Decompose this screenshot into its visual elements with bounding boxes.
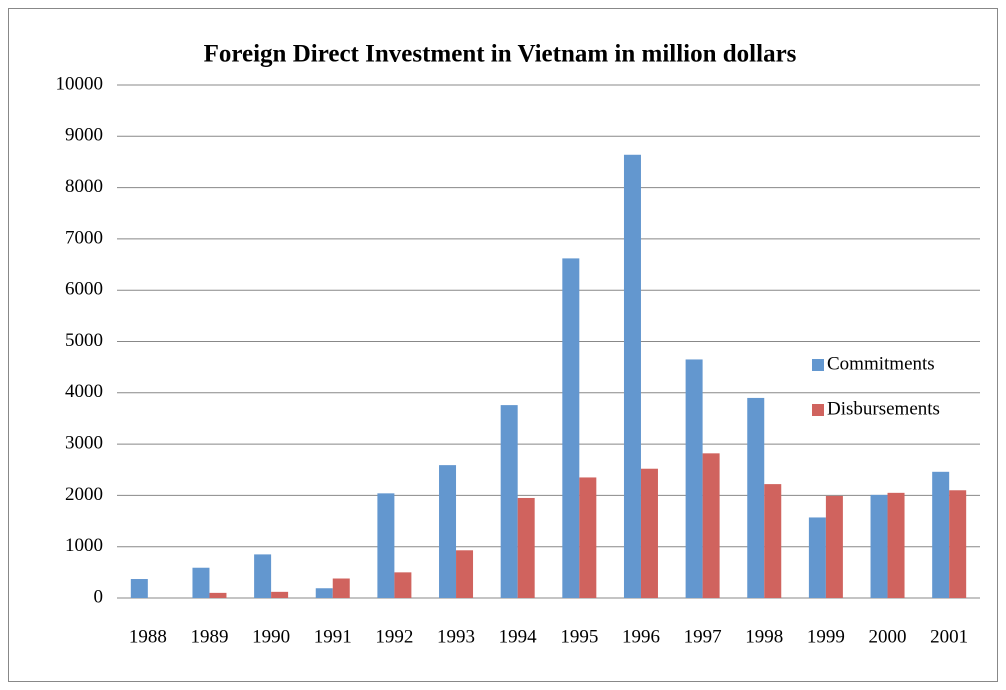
y-tick-label: 0	[94, 586, 104, 607]
y-tick-label: 10000	[56, 73, 104, 94]
bar	[192, 567, 210, 598]
y-tick-label: 7000	[65, 227, 103, 248]
x-tick-label: 1988	[129, 626, 167, 647]
y-tick-label: 2000	[65, 484, 103, 505]
y-tick-label: 1000	[65, 535, 103, 556]
y-tick-label: 3000	[65, 432, 103, 453]
bar	[887, 492, 905, 598]
y-tick-label: 4000	[65, 381, 103, 402]
bar	[702, 453, 720, 598]
bar	[271, 591, 289, 598]
x-tick-label: 1995	[560, 626, 598, 647]
bar	[870, 494, 888, 598]
x-tick-label: 1993	[437, 626, 475, 647]
bar	[209, 592, 227, 598]
bar	[685, 359, 703, 598]
x-tick-label: 1999	[807, 626, 845, 647]
x-tick-label: 1994	[499, 626, 538, 647]
bar	[640, 468, 658, 598]
legend-label: Disbursements	[827, 398, 940, 419]
bar	[377, 493, 395, 598]
legend-swatch	[812, 359, 824, 371]
bar	[517, 497, 535, 598]
bar	[332, 578, 350, 598]
bar	[747, 397, 765, 598]
bar	[456, 550, 474, 598]
bar	[808, 517, 826, 598]
y-tick-label: 5000	[65, 330, 103, 351]
bar	[932, 471, 950, 598]
y-tick-label: 8000	[65, 176, 103, 197]
legend-label: Commitments	[827, 353, 935, 374]
x-tick-label: 1991	[314, 626, 352, 647]
x-tick-label: 1992	[375, 626, 413, 647]
chart-title: Foreign Direct Investment in Vietnam in …	[204, 41, 797, 68]
x-tick-label: 1998	[745, 626, 783, 647]
bar	[825, 495, 843, 598]
bar	[949, 490, 967, 598]
legend-swatch	[812, 404, 824, 416]
bar	[130, 579, 148, 598]
x-tick-label: 1990	[252, 626, 290, 647]
bar	[579, 477, 597, 598]
bar	[394, 572, 412, 598]
bar	[439, 465, 457, 598]
bar	[315, 588, 333, 598]
bar	[562, 258, 580, 598]
x-tick-label: 2000	[869, 626, 907, 647]
bar	[254, 554, 272, 598]
x-tick-label: 2001	[930, 626, 968, 647]
y-tick-label: 9000	[65, 125, 103, 146]
bar	[623, 154, 641, 598]
x-tick-label: 1996	[622, 626, 660, 647]
y-tick-label: 6000	[65, 279, 103, 300]
x-tick-label: 1989	[190, 626, 228, 647]
bar	[764, 484, 782, 598]
x-tick-label: 1997	[684, 626, 722, 647]
bar	[500, 405, 518, 598]
